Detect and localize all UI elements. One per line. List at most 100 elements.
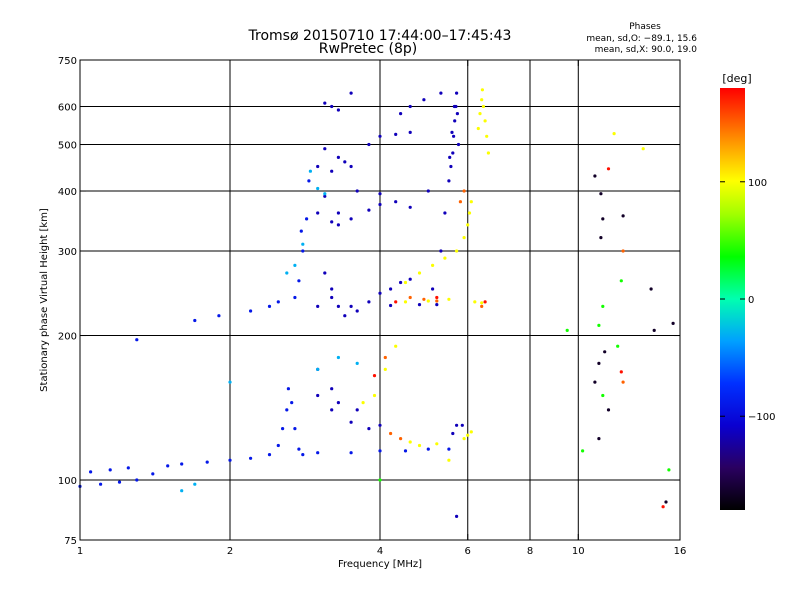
echo-point — [355, 361, 359, 365]
echo-point — [336, 401, 340, 405]
y-tick-label: 75 — [64, 536, 77, 547]
echo-point — [581, 449, 585, 453]
echo-point — [450, 130, 454, 134]
echo-point — [426, 189, 430, 193]
echo-point — [469, 430, 473, 434]
colorbar-tick-label: 0 — [748, 295, 754, 306]
echo-point — [455, 423, 459, 427]
echo-point — [151, 472, 155, 476]
echo-point — [619, 370, 623, 374]
echo-point — [480, 301, 484, 305]
echo-point — [378, 423, 382, 427]
echo-point — [601, 393, 605, 398]
echo-point — [293, 295, 297, 300]
echo-point — [323, 194, 327, 198]
echo-point — [606, 408, 611, 412]
echo-point — [301, 453, 305, 457]
echo-point — [336, 155, 340, 159]
echo-point — [316, 393, 320, 398]
echo-point — [601, 304, 605, 308]
echo-point — [330, 408, 334, 412]
echo-point — [455, 249, 459, 253]
y-tick-label: 600 — [58, 103, 77, 114]
echo-point — [621, 380, 625, 384]
echo-point — [135, 338, 139, 342]
echo-point — [597, 323, 601, 327]
echo-point — [661, 505, 665, 509]
echo-point — [403, 280, 408, 285]
echo-point — [336, 223, 340, 227]
echo-point — [417, 443, 422, 448]
echo-point — [228, 458, 232, 462]
echo-point — [649, 287, 653, 291]
echo-point — [355, 309, 359, 313]
echo-point — [193, 318, 197, 323]
echo-point — [466, 433, 470, 437]
echo-point — [399, 112, 403, 116]
echo-point — [316, 367, 320, 371]
echo-point — [480, 98, 484, 102]
chart-subtitle: RwPretec (8p) — [319, 41, 417, 57]
echo-point — [301, 242, 305, 246]
echo-point — [394, 132, 398, 136]
echo-point — [408, 130, 412, 134]
echo-point — [297, 279, 301, 283]
echo-point — [367, 208, 371, 212]
echo-point — [439, 249, 443, 253]
x-tick-label: 4 — [377, 546, 383, 557]
echo-point — [323, 271, 327, 275]
echo-point — [108, 468, 112, 472]
colorbar-ticks: 100 0 −100 — [720, 178, 775, 423]
echo-point — [455, 514, 459, 519]
echo-point — [267, 304, 272, 308]
echo-point — [408, 440, 412, 444]
echo-point — [399, 280, 403, 285]
echo-point — [330, 287, 334, 291]
echo-point — [667, 468, 671, 472]
echo-point — [276, 300, 280, 304]
y-tick-label: 400 — [58, 187, 77, 198]
phases-title: Phases — [629, 22, 661, 32]
x-tick-label: 2 — [227, 546, 233, 557]
echo-point — [593, 380, 597, 384]
echo-point — [383, 367, 387, 371]
echo-point — [394, 300, 398, 304]
echo-point — [323, 147, 327, 151]
echo-point — [451, 431, 455, 436]
echo-point — [485, 134, 489, 138]
echo-point — [435, 442, 439, 446]
echo-point — [455, 112, 459, 116]
echo-point — [367, 427, 371, 431]
y-tick-label: 300 — [58, 247, 77, 258]
echo-point — [599, 192, 603, 196]
echo-point — [336, 355, 340, 360]
echo-point — [297, 447, 301, 451]
colorbar-tick-label: 100 — [748, 178, 767, 189]
echo-point — [455, 91, 459, 95]
echo-point — [217, 314, 221, 318]
phases-line-o: mean, sd,O: −89.1, 15.6 — [586, 34, 697, 44]
phases-line-x: mean, sd,X: 90.0, 19.0 — [595, 45, 698, 55]
echo-point — [447, 458, 451, 462]
echo-point — [336, 211, 340, 215]
echo-point — [460, 423, 464, 427]
echo-point — [293, 427, 297, 431]
echo-point — [316, 451, 320, 455]
echo-point — [276, 443, 280, 448]
echo-point — [349, 91, 353, 95]
echo-point — [323, 101, 327, 105]
echo-point — [308, 169, 312, 173]
echo-point — [597, 437, 601, 441]
echo-point — [349, 451, 353, 455]
echo-point — [117, 480, 122, 484]
echo-point — [621, 249, 625, 253]
echo-point — [330, 220, 334, 224]
echo-point — [447, 179, 451, 183]
echo-point — [480, 304, 484, 308]
y-tick-label: 200 — [58, 332, 77, 343]
echo-point — [664, 500, 668, 504]
echo-point — [601, 217, 605, 221]
x-axis-label: Frequency [MHz] — [338, 559, 422, 570]
echo-point — [228, 380, 232, 384]
